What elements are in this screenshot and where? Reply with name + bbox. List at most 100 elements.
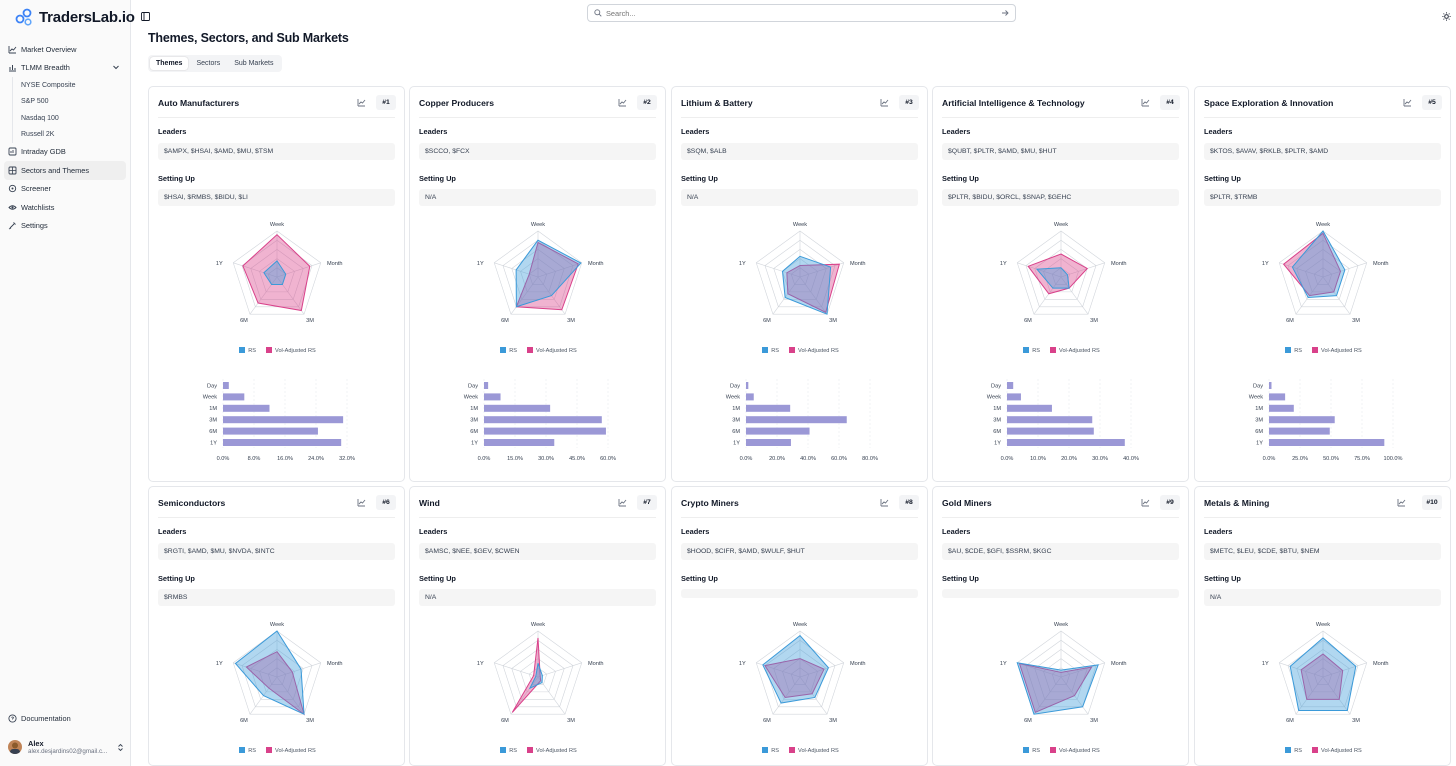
chart-line-icon[interactable] [1403,98,1412,107]
legend-item-vol-adjusted-rs[interactable]: Vol-Adjusted RS [1050,747,1100,754]
theme-toggle-button[interactable] [1442,8,1451,26]
radar-series-vol-adjusted-rs [242,233,311,312]
chevron-down-icon[interactable] [112,63,120,71]
legend-label-rs: RS [1294,748,1303,754]
chart-line-icon[interactable] [880,98,889,107]
logo-icon [15,8,32,26]
radar-chart: Week Month 3M 6M 1Y [1262,222,1389,324]
divider [681,517,918,518]
bar-category-label: 1Y [210,440,217,446]
bar-category-label: 3M [993,418,1001,424]
breadth-submenu: NYSE Composite S&P 500 Nasdaq 100 Russel… [12,76,130,143]
legend-item-vol-adjusted-rs[interactable]: Vol-Adjusted RS [789,347,839,354]
card-title: Copper Producers [419,98,494,108]
bar-category-label: 3M [470,418,478,424]
radar-grid-ring [1313,667,1333,685]
legend-item-rs[interactable]: RS [500,347,517,354]
legend-item-rs[interactable]: RS [239,747,256,754]
tab-sectors[interactable]: Sectors [196,60,221,67]
radar-axis-label: 6M [1286,318,1294,324]
legend-item-rs[interactable]: RS [762,747,779,754]
sidebar-subitem-sp500[interactable]: S&P 500 [21,98,49,106]
bar-tick-label: 8.0% [248,456,261,462]
radar-series-vol-adjusted-rs [515,241,579,311]
radar-axis-line [276,662,321,678]
radar-axis-line [756,262,801,278]
legend-item-rs[interactable]: RS [1023,347,1040,354]
sidebar-subitem-nyse[interactable]: NYSE Composite [21,81,76,89]
search-input[interactable] [606,8,986,18]
radar-grid-ring [1278,230,1368,315]
documentation-link[interactable]: Documentation [8,714,71,723]
radar-axis-line [233,262,278,278]
sidebar-item-screener[interactable]: Screener [0,180,130,198]
radar-grid-ring [1025,639,1097,708]
sidebar-item-label: Settings [21,221,48,231]
legend-item-vol-adjusted-rs[interactable]: Vol-Adjusted RS [1312,747,1362,754]
arrow-right-icon[interactable] [1001,9,1009,17]
legend-swatch-vol-adjusted-rs [527,347,534,353]
radar-legend: RS Vol-Adjusted RS [149,347,406,354]
bar-tick-label: 20.0% [769,456,785,462]
sidebar-item-watchlists[interactable]: Watchlists [0,198,130,216]
rank-badge: #9 [1160,495,1180,510]
legend-item-rs[interactable]: RS [239,347,256,354]
radar-chart: Week Month 3M 6M 1Y [216,222,343,324]
bar [1007,439,1125,446]
legend-swatch-vol-adjusted-rs [1050,747,1057,753]
sidebar-item-sectors-themes[interactable]: Sectors and Themes [4,161,126,180]
sidebar-item-market-overview[interactable]: Market Overview [0,40,130,58]
legend-item-rs[interactable]: RS [1023,747,1040,754]
chart-line-icon[interactable] [1141,98,1150,107]
sidebar-item-intraday-gdb[interactable]: Intraday GDB [0,143,130,161]
chart-line-icon[interactable] [357,98,366,107]
chart-line-icon[interactable] [618,498,627,507]
radar-axis-label: Month [850,261,866,267]
chart-line-icon[interactable] [880,498,889,507]
radar-axis-label: Week [531,222,545,228]
tab-sub-markets[interactable]: Sub Markets [234,60,274,67]
radar-axis-line [1279,262,1324,278]
sidebar-subitem-russell2k[interactable]: Russell 2K [21,131,55,139]
legend-item-rs[interactable]: RS [762,347,779,354]
bar-category-label: Week [464,395,478,401]
legend-item-vol-adjusted-rs[interactable]: Vol-Adjusted RS [266,747,316,754]
leaders-value: $METC, $LEU, $CDE, $BTU, $NEM [1204,543,1441,560]
radar-axis-label: 3M [829,318,837,324]
legend-item-vol-adjusted-rs[interactable]: Vol-Adjusted RS [789,747,839,754]
user-menu[interactable]: Alex alex.desjardins02@gmail.c... [8,739,126,755]
bar [223,427,318,435]
chart-line-icon[interactable] [357,498,366,507]
radar-axis-label: 6M [1024,718,1032,724]
chart-line-icon[interactable] [1397,498,1406,507]
radar-chart: Week Month 3M 6M 1Y [1262,622,1389,724]
rank-badge: #2 [637,95,657,110]
legend-item-vol-adjusted-rs[interactable]: Vol-Adjusted RS [527,347,577,354]
tab-themes[interactable]: Themes [150,57,189,70]
legend-label-vol-adjusted-rs: Vol-Adjusted RS [1321,748,1362,754]
leaders-value: $QUBT, $PLTR, $AMD, $MU, $HUT [942,143,1179,160]
chart-line-icon[interactable] [618,98,627,107]
setting-up-label: Setting Up [681,174,718,183]
bar [223,439,342,446]
legend-item-rs[interactable]: RS [500,747,517,754]
legend-item-vol-adjusted-rs[interactable]: Vol-Adjusted RS [1312,347,1362,354]
legend-item-vol-adjusted-rs[interactable]: Vol-Adjusted RS [1050,347,1100,354]
sidebar-subitem-nasdaq100[interactable]: Nasdaq 100 [21,114,59,122]
sidebar-toggle-button[interactable] [141,8,150,26]
legend-item-rs[interactable]: RS [1285,747,1302,754]
search-bar[interactable] [587,4,1016,22]
legend-item-vol-adjusted-rs[interactable]: Vol-Adjusted RS [527,747,577,754]
sidebar-item-tlmm-breadth[interactable]: TLMM Breadth [0,58,130,76]
sidebar-item-settings[interactable]: Settings [0,216,130,234]
brand-logo[interactable]: TradersLab.io [14,7,135,27]
legend-item-rs[interactable]: RS [1285,347,1302,354]
setting-up-label: Setting Up [942,174,979,183]
legend-item-vol-adjusted-rs[interactable]: Vol-Adjusted RS [266,347,316,354]
radar-axis-line [276,676,305,715]
setting-up-value: $RMBS [158,589,395,606]
radar-legend: RS Vol-Adjusted RS [672,747,929,754]
radar-axis-label: Week [1316,222,1330,228]
chart-line-icon[interactable] [1141,498,1150,507]
bar-tick-label: 60.0% [831,456,847,462]
